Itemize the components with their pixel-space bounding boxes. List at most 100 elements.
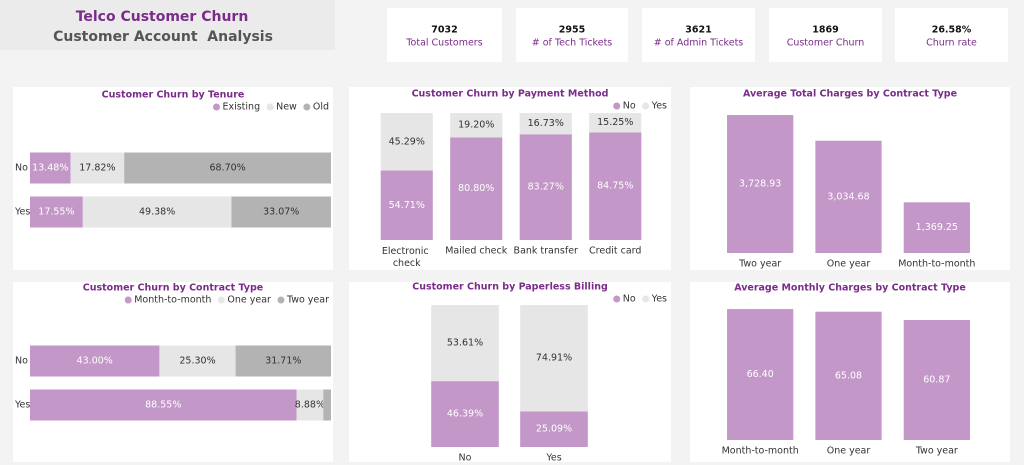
value-label: 3,728.93 <box>739 179 781 190</box>
x-tick-label: Month-to-month <box>898 259 975 270</box>
value-label: 54.71% <box>389 200 425 211</box>
y-tick-label: Yes <box>14 400 30 411</box>
bar-segment <box>30 345 160 377</box>
kpi-card: 7032 Total Customers <box>387 8 502 62</box>
bar <box>903 202 970 253</box>
chart-panel: Customer Churn by Payment Method Yes No Ele… <box>349 87 671 270</box>
kpi-value: 7032 <box>431 25 457 36</box>
header-background <box>0 0 335 50</box>
bar-segment <box>82 196 232 228</box>
legend-marker <box>642 295 650 303</box>
kpi-label: # of Tech Tickets <box>532 38 613 49</box>
chart-panel: Customer Churn by Tenure Old New Existing No… <box>13 87 333 270</box>
bar-segment <box>450 137 503 240</box>
bar-segment <box>520 411 588 447</box>
value-label: 3,034.68 <box>827 191 869 202</box>
legend-marker <box>642 102 650 110</box>
bar-segment <box>431 381 499 447</box>
value-label: 8.88% <box>295 400 325 411</box>
value-label: 13.48% <box>32 163 68 174</box>
value-label: 45.29% <box>389 136 425 147</box>
kpi-label: # of Admin Tickets <box>654 38 744 49</box>
bar <box>815 140 882 253</box>
legend-label: Yes <box>651 101 667 112</box>
chart-title: Customer Churn by Tenure <box>102 90 245 101</box>
value-label: 17.55% <box>38 207 74 218</box>
header-subtitle: Customer Account Analysis <box>53 29 273 45</box>
bar-segment <box>30 389 297 421</box>
value-label: 25.30% <box>179 356 215 367</box>
value-label: 66.40 <box>747 369 774 380</box>
bar <box>903 319 970 440</box>
kpi-label: Churn rate <box>926 38 977 49</box>
kpi-card-background <box>895 8 1008 62</box>
bar-segment <box>231 196 331 228</box>
kpi-card-background <box>387 8 502 62</box>
kpi-value: 2955 <box>559 25 585 36</box>
x-tick-label: Two year <box>915 446 958 457</box>
bar-segment <box>124 152 331 184</box>
legend-marker <box>613 295 621 303</box>
legend-marker <box>217 296 225 304</box>
legend-label: No <box>623 101 636 112</box>
value-label: 53.61% <box>447 338 483 349</box>
bar-segment <box>520 305 588 412</box>
legend-label: Two year <box>286 295 329 306</box>
x-tick-label: Mailed check <box>445 246 508 257</box>
x-tick-label: One year <box>827 259 871 270</box>
kpi-value: 3621 <box>685 25 711 36</box>
x-tick-label: Credit card <box>589 246 641 257</box>
legend-label: Existing <box>222 102 260 113</box>
kpi-card: 26.58% Churn rate <box>895 8 1008 62</box>
bar-segment <box>159 345 236 377</box>
value-label: 74.91% <box>536 353 572 364</box>
value-label: 15.25% <box>597 117 633 128</box>
bar-segment <box>70 152 125 184</box>
bar <box>727 115 794 253</box>
value-label: 43.00% <box>77 356 113 367</box>
legend-label: Yes <box>651 294 667 305</box>
bar-segment <box>323 389 331 421</box>
chart-panel: Average Monthly Charges by Contract Type… <box>690 282 1010 462</box>
header-title: Telco Customer Churn <box>76 9 249 25</box>
chart-title: Customer Churn by Payment Method <box>412 89 609 100</box>
value-label: 19.20% <box>458 120 494 131</box>
x-tick-label: Month-to-month <box>722 446 799 457</box>
legend-label: New <box>276 102 297 113</box>
bar-segment <box>589 132 642 240</box>
bar-segment <box>380 170 433 240</box>
value-label: 46.39% <box>447 409 483 420</box>
bar-segment <box>235 345 332 377</box>
bar-segment <box>30 152 71 184</box>
panel-background <box>349 282 671 462</box>
y-tick-label: Yes <box>14 207 30 218</box>
value-label: 68.70% <box>209 163 245 174</box>
bar-segment <box>519 113 572 135</box>
kpi-value: 26.58% <box>932 25 972 36</box>
value-label: 49.38% <box>139 207 175 218</box>
bar-segment <box>296 389 324 421</box>
bar-segment <box>380 113 433 171</box>
value-label: 16.73% <box>528 118 564 129</box>
value-label: 88.55% <box>145 400 181 411</box>
value-label: 60.87 <box>923 374 950 385</box>
value-label: 17.82% <box>79 163 115 174</box>
value-label: 80.80% <box>458 183 494 194</box>
y-tick-label: No <box>15 163 28 174</box>
x-tick-label: Yes <box>545 453 561 464</box>
kpi-card-background <box>642 8 755 62</box>
value-label: 1,369.25 <box>916 222 958 233</box>
value-label: 25.09% <box>536 424 572 435</box>
value-label: 84.75% <box>597 181 633 192</box>
bar <box>727 309 794 440</box>
kpi-value: 1869 <box>812 25 838 36</box>
legend-marker <box>124 296 132 304</box>
legend-marker <box>613 102 621 110</box>
bar-segment <box>431 305 499 382</box>
value-label: 33.07% <box>263 207 299 218</box>
legend-label: No <box>623 294 636 305</box>
x-tick-label: Two year <box>738 259 781 270</box>
kpi-card-background <box>516 8 628 62</box>
legend-label: Old <box>313 102 329 113</box>
